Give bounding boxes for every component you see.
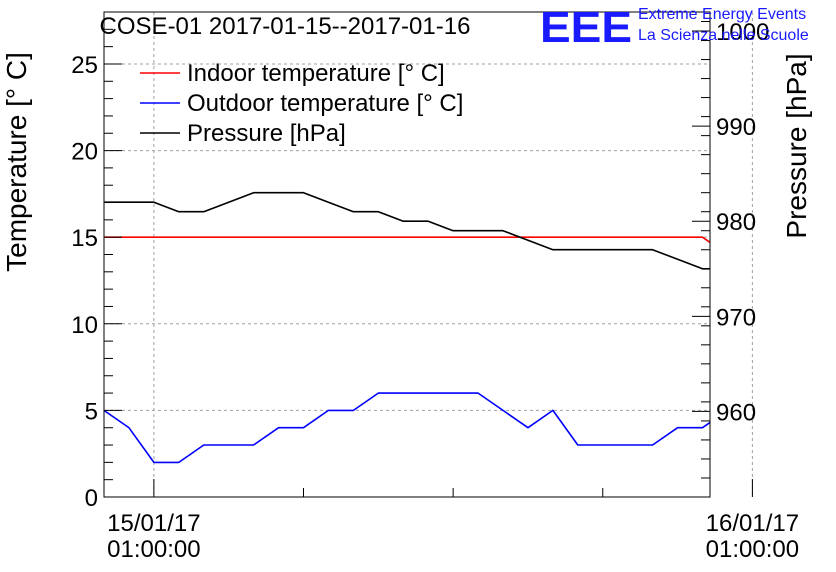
y2-tick-label: 970: [716, 304, 756, 331]
y2-tick-label: 980: [716, 209, 756, 236]
y2-tick-label: 990: [716, 114, 756, 141]
series-line-indoor: [104, 236, 710, 244]
y-tick-label: 25: [71, 52, 98, 79]
y2-tick-label: 960: [716, 399, 756, 426]
legend-label-pressure: Pressure [hPa]: [187, 120, 346, 147]
eee-logo: EEE Extreme Energy Events La Scienza nel…: [540, 3, 809, 52]
x-tick-label: 01:00:00: [107, 536, 200, 563]
series-line-pressure: [104, 191, 710, 270]
y-tick-label: 20: [71, 139, 98, 166]
y-axis-label: Temperature [° C]: [1, 52, 32, 272]
eee-logo-line1: Extreme Energy Events: [638, 6, 806, 23]
chart-title: COSE-01 2017-01-15--2017-01-16: [100, 13, 471, 40]
y2-tick-label: 1000: [716, 19, 769, 46]
y-tick-label: 5: [85, 398, 98, 425]
x-tick-label: 16/01/17: [706, 510, 799, 537]
eee-logo-line2: La Scienza nelle Scuole: [638, 27, 809, 44]
y2-axis-label: Pressure [hPa]: [781, 53, 812, 238]
axes: 0510152025960970980990100015/01/1701:00:…: [71, 11, 799, 563]
legend-label-indoor: Indoor temperature [° C]: [187, 60, 445, 87]
x-tick-label: 15/01/17: [107, 510, 200, 537]
legend: Indoor temperature [° C] Outdoor temperat…: [140, 60, 463, 147]
series-layer: [104, 191, 710, 464]
x-tick-label: 01:00:00: [706, 536, 799, 563]
y-tick-label: 0: [85, 485, 98, 512]
series-line-outdoor: [104, 392, 710, 464]
y-tick-label: 15: [71, 225, 98, 252]
y-tick-label: 10: [71, 312, 98, 339]
legend-label-outdoor: Outdoor temperature [° C]: [187, 90, 463, 117]
eee-logo-mark: EEE: [540, 3, 632, 52]
